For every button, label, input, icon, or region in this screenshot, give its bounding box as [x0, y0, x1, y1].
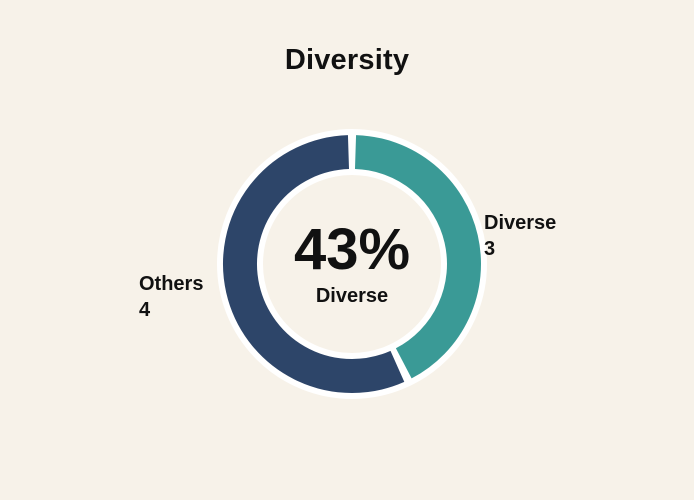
out-label-diverse-value: 3	[484, 238, 496, 260]
out-label-others-name: Others	[139, 273, 204, 295]
out-label-diverse-name: Diverse	[484, 212, 557, 234]
donut-segment-others	[223, 135, 405, 393]
donut-chart	[202, 114, 502, 414]
chart-title: Diversity	[284, 44, 410, 76]
out-label-diverse: Diverse 3	[484, 210, 556, 262]
donut-svg	[217, 129, 487, 399]
donut-segment-diverse	[354, 135, 481, 379]
out-label-others-value: 4	[139, 299, 151, 321]
out-label-others: Others 4	[139, 271, 203, 323]
